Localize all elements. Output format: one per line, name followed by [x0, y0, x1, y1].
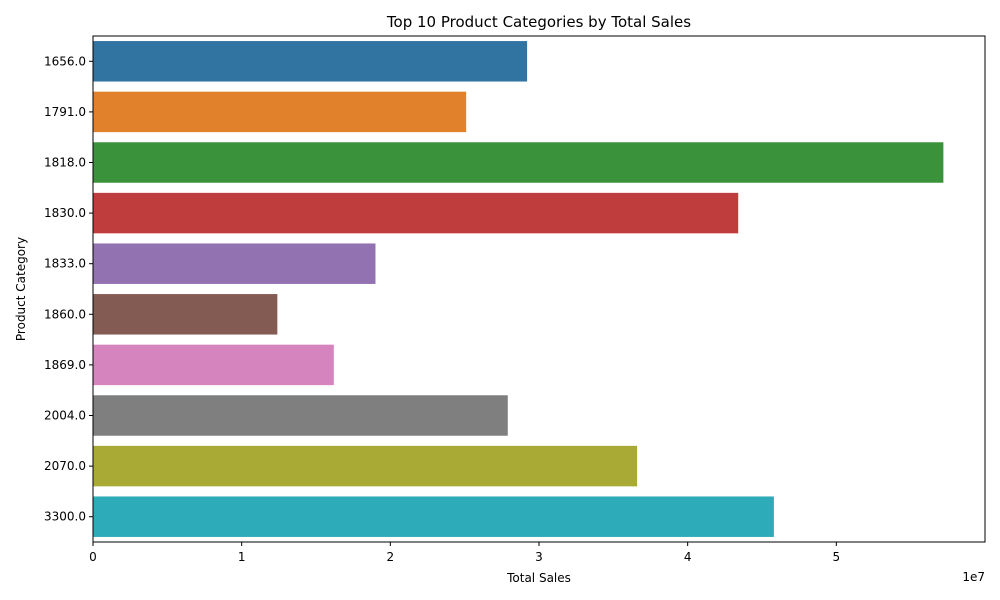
plot-frame	[92, 35, 986, 543]
bar-1830.0	[93, 192, 739, 234]
x-axis-label: Total Sales	[506, 571, 571, 585]
bar-3300.0	[93, 496, 774, 537]
y-tick-label: 2070.0	[44, 459, 86, 473]
y-axis-label: Product Category	[14, 237, 28, 341]
bars-group	[93, 41, 944, 537]
bar-2070.0	[93, 445, 638, 487]
x-tick-label: 4	[684, 550, 692, 564]
y-tick-label: 1818.0	[44, 156, 86, 170]
y-tick-label: 1869.0	[44, 358, 86, 372]
y-tick-label: 1830.0	[44, 206, 86, 220]
y-tick-label: 2004.0	[44, 409, 86, 423]
bar-1656.0	[93, 41, 528, 82]
x-axis-scale-label: 1e7	[962, 570, 985, 584]
bar-2004.0	[93, 395, 508, 436]
chart-title: Top 10 Product Categories by Total Sales	[386, 13, 691, 31]
bar-1818.0	[93, 142, 944, 183]
x-tick-label: 5	[833, 550, 841, 564]
x-axis-ticks: 0 1 2 3 4 5	[89, 542, 840, 564]
bar-1791.0	[93, 91, 467, 133]
bar-1860.0	[93, 294, 278, 335]
x-tick-label: 0	[89, 550, 97, 564]
bar-1869.0	[93, 344, 334, 386]
y-axis-ticks: 1656.0 1791.0 1818.0 1830.0 1833.0 1860.0 1869…	[44, 54, 93, 524]
y-tick-label: 3300.0	[44, 510, 86, 524]
y-tick-label: 1833.0	[44, 257, 86, 271]
bar-1833.0	[93, 243, 376, 284]
x-tick-label: 2	[387, 550, 395, 564]
x-tick-label: 1	[238, 550, 246, 564]
x-tick-label: 3	[535, 550, 543, 564]
y-tick-label: 1791.0	[44, 105, 86, 119]
y-tick-label: 1656.0	[44, 54, 86, 68]
y-tick-label: 1860.0	[44, 307, 86, 321]
